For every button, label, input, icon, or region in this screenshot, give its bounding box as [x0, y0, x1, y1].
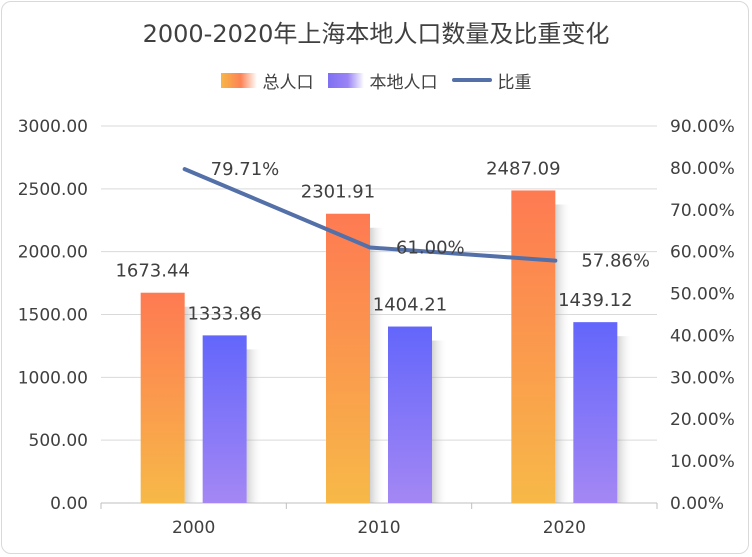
chart-title: 2000-2020年上海本地人口数量及比重变化 [142, 20, 610, 48]
ratio-line [182, 167, 558, 263]
bar-total [326, 213, 370, 504]
legend-label-local: 本地人口 [369, 72, 438, 93]
right-axis-tick-label: 20.00% [670, 410, 735, 430]
data-label-local: 1404.21 [373, 295, 447, 316]
data-label-local: 1439.12 [558, 290, 632, 311]
data-label-ratio: 57.86% [581, 251, 650, 272]
legend-label-total: 总人口 [262, 72, 314, 93]
left-axis-tick-label: 3000.00 [18, 117, 88, 137]
bar-total [140, 292, 185, 503]
x-axis-tick-label: 2020 [543, 518, 586, 538]
left-axis-tick-label: 1000.00 [18, 368, 88, 388]
legend: 总人口 本地人口 比重 [0, 66, 752, 94]
left-axis-tick-label: 500.00 [29, 431, 88, 451]
right-axis-tick-label: 30.00% [670, 368, 735, 388]
legend-swatch-local [327, 72, 364, 88]
legend-swatch-ratio [451, 78, 492, 82]
data-label-total: 2487.09 [486, 158, 560, 179]
legend-item-ratio[interactable]: 比重 [451, 68, 532, 93]
bar-local [202, 335, 247, 503]
right-axis-tick-label: 70.00% [670, 201, 735, 221]
x-axis-tick-label: 2010 [357, 518, 400, 538]
right-axis-tick-label: 0.00% [670, 494, 724, 514]
x-axis-tick-label: 2000 [172, 518, 215, 538]
right-axis-tick-label: 60.00% [670, 243, 735, 263]
legend-swatch-total [220, 72, 257, 88]
legend-label-ratio: 比重 [497, 72, 532, 93]
right-axis-tick-label: 10.00% [670, 452, 735, 472]
data-label-total: 2301.91 [301, 182, 375, 203]
legend-item-total[interactable]: 总人口 [220, 68, 314, 93]
bar-shadow [432, 340, 448, 503]
data-label-ratio: 61.00% [396, 237, 465, 258]
right-axis-tick-label: 50.00% [670, 285, 735, 305]
bar-shadow [555, 204, 572, 503]
left-axis-tick-label: 0.00 [50, 494, 88, 514]
bar-total [511, 190, 556, 503]
right-axis-tick-label: 40.00% [670, 326, 735, 346]
left-axis-tick-label: 2000.00 [18, 243, 88, 263]
bar-shadow [246, 349, 263, 503]
right-axis-tick-label: 90.00% [670, 117, 735, 137]
data-label-ratio: 79.71% [211, 159, 280, 180]
bar-shadow [370, 227, 386, 504]
bar-shadow [617, 336, 634, 503]
data-label-local: 1333.86 [187, 303, 261, 324]
left-axis-tick-label: 1500.00 [18, 306, 88, 326]
bar-local [388, 326, 432, 503]
legend-item-local[interactable]: 本地人口 [327, 68, 438, 93]
data-label-total: 1673.44 [115, 261, 189, 282]
bar-local [573, 322, 618, 503]
left-axis-tick-label: 2500.00 [18, 180, 88, 200]
right-axis-tick-label: 80.00% [670, 159, 735, 179]
bar-shadow [184, 306, 201, 503]
